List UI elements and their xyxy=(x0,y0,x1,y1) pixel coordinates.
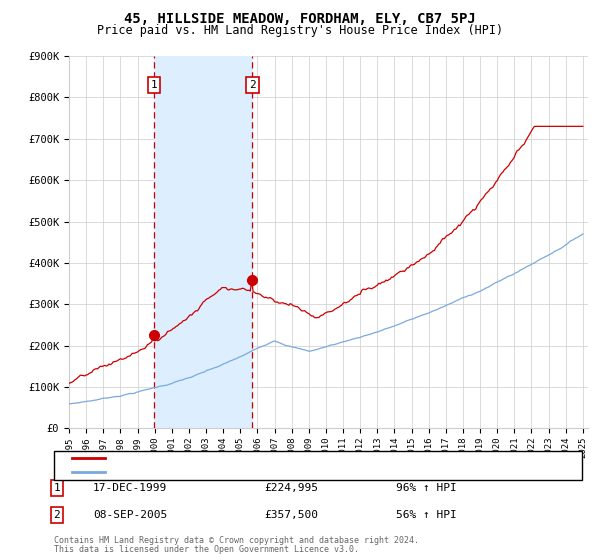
Bar xyxy=(154,56,253,428)
Text: 45, HILLSIDE MEADOW, FORDHAM, ELY, CB7 5PJ: 45, HILLSIDE MEADOW, FORDHAM, ELY, CB7 5… xyxy=(124,12,476,26)
Text: 96% ↑ HPI: 96% ↑ HPI xyxy=(396,483,457,493)
Text: 08-SEP-2005: 08-SEP-2005 xyxy=(93,510,167,520)
Text: 2: 2 xyxy=(249,80,256,90)
Text: Contains HM Land Registry data © Crown copyright and database right 2024.: Contains HM Land Registry data © Crown c… xyxy=(54,536,419,545)
Text: HPI: Average price, detached house, East Cambridgeshire: HPI: Average price, detached house, East… xyxy=(111,467,434,477)
Text: 2: 2 xyxy=(53,510,61,520)
Text: 1: 1 xyxy=(53,483,61,493)
Text: 1: 1 xyxy=(151,80,157,90)
Text: 17-DEC-1999: 17-DEC-1999 xyxy=(93,483,167,493)
Text: This data is licensed under the Open Government Licence v3.0.: This data is licensed under the Open Gov… xyxy=(54,545,359,554)
Text: 45, HILLSIDE MEADOW, FORDHAM, ELY, CB7 5PJ (detached house): 45, HILLSIDE MEADOW, FORDHAM, ELY, CB7 5… xyxy=(111,453,458,463)
Text: 56% ↑ HPI: 56% ↑ HPI xyxy=(396,510,457,520)
Text: £357,500: £357,500 xyxy=(264,510,318,520)
Text: £224,995: £224,995 xyxy=(264,483,318,493)
Text: Price paid vs. HM Land Registry's House Price Index (HPI): Price paid vs. HM Land Registry's House … xyxy=(97,24,503,37)
